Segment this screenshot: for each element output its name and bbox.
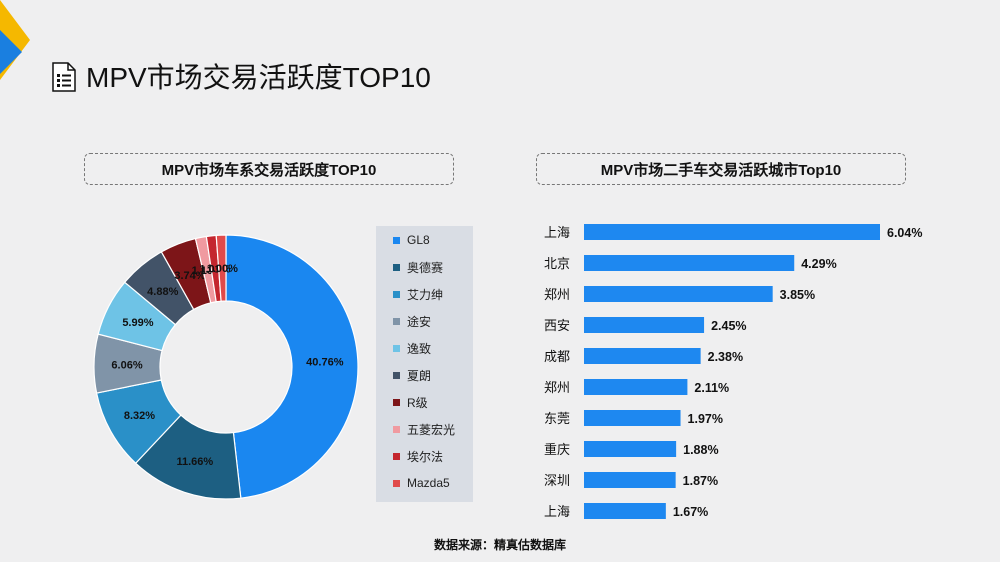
bar-data-label-8: 1.88% [683, 443, 718, 457]
donut-data-label-5: 5.99% [122, 317, 153, 329]
legend-item-10: Mazda5 [376, 474, 450, 492]
legend-item-2: 奥德赛 [376, 258, 443, 276]
bar-7 [584, 410, 681, 426]
donut-legend: GL8 奥德赛艾力绅途安逸致夏朗 R级五菱宏光埃尔法 Mazda5 [376, 226, 473, 502]
donut-slice-1 [225, 234, 359, 499]
legend-label: 艾力绅 [407, 287, 444, 302]
bar-chart-title: MPV市场二手车交易活跃城市Top10 [536, 153, 906, 185]
legend-item-4: 途安 [376, 312, 431, 330]
legend-item-9: 埃尔法 [376, 447, 443, 465]
document-list-icon [52, 62, 76, 92]
donut-data-label-3: 8.32% [124, 410, 155, 422]
bar-9 [584, 472, 676, 488]
legend-label: 奥德赛 [407, 260, 444, 275]
bar-data-label-3: 3.85% [780, 288, 815, 302]
donut-data-label-1: 40.76% [306, 356, 344, 368]
donut-slice-10 [215, 234, 227, 302]
legend-swatch [393, 452, 400, 460]
source-note: 数据来源：精真估数据库 [433, 538, 566, 552]
legend-label: 埃尔法 [407, 449, 444, 464]
legend-label: 逸致 [407, 341, 432, 356]
bar-4 [584, 317, 705, 333]
legend-swatch [393, 479, 400, 487]
bar-8 [584, 441, 677, 457]
legend-label: 夏朗 [407, 368, 432, 383]
bar-data-label-1: 6.04% [887, 226, 922, 240]
legend-swatch [393, 371, 400, 379]
donut-data-label-4: 6.06% [111, 359, 142, 371]
bar-category-label-6: 郑州 [544, 380, 570, 395]
bar-3 [584, 286, 773, 302]
corner-decoration [0, 0, 30, 80]
bar-1 [584, 224, 880, 240]
bar-data-label-10: 1.67% [673, 505, 708, 519]
legend-swatch [393, 425, 400, 433]
legend-item-1: GL8 [376, 231, 430, 249]
bar-category-label-4: 西安 [544, 318, 570, 333]
legend-label: Mazda5 [407, 476, 450, 490]
donut-data-label-10: 1.00% [207, 263, 238, 275]
legend-label: R级 [407, 395, 428, 410]
legend-item-6: 夏朗 [376, 366, 431, 384]
legend-swatch [393, 398, 400, 406]
bar-category-label-8: 重庆 [544, 442, 570, 457]
legend-label: 途安 [407, 314, 432, 329]
legend-label: GL8 [407, 233, 430, 247]
bar-category-label-5: 成都 [544, 349, 570, 364]
legend-swatch [393, 290, 400, 298]
bar-data-label-9: 1.87% [683, 474, 718, 488]
bar-6 [584, 379, 688, 395]
legend-swatch [393, 317, 400, 325]
bar-category-label-2: 北京 [544, 256, 570, 271]
bar-category-label-7: 东莞 [544, 411, 570, 426]
donut-data-label-2: 11.66% [176, 456, 213, 468]
corner-blue-triangle [0, 30, 22, 74]
legend-swatch [393, 344, 400, 352]
legend-item-7: R级 [376, 393, 428, 411]
bar-2 [584, 255, 795, 271]
bar-data-label-2: 4.29% [801, 257, 836, 271]
donut-data-label-7: 3.74% [174, 270, 205, 282]
donut-chart: 40.76%11.66%8.32%6.06%5.99%4.88%3.74%1.1… [93, 234, 359, 500]
legend-swatch [393, 263, 400, 271]
legend-item-5: 逸致 [376, 339, 431, 357]
legend-swatch [393, 236, 400, 244]
bar-data-label-4: 2.45% [711, 319, 746, 333]
bar-data-label-7: 1.97% [688, 412, 723, 426]
legend-item-3: 艾力绅 [376, 285, 443, 303]
bar-category-label-9: 深圳 [544, 473, 570, 488]
bar-category-label-10: 上海 [544, 504, 570, 519]
legend-item-8: 五菱宏光 [376, 420, 455, 438]
legend-label: 五菱宏光 [407, 422, 456, 437]
bar-category-label-3: 郑州 [544, 287, 570, 302]
bar-chart: 上海 6.04% 北京 4.29% 郑州 3.85% 西安 2.45% 成都 2.38% 郑州 2.1… [544, 224, 922, 519]
bar-data-label-6: 2.11% [694, 381, 729, 395]
bar-data-label-5: 2.38% [708, 350, 743, 364]
donut-data-label-6: 4.88% [147, 286, 178, 298]
donut-chart-title: MPV市场车系交易活跃度TOP10 [84, 153, 454, 185]
bar-10 [584, 503, 666, 519]
bar-5 [584, 348, 701, 364]
page-title: MPV市场交易活跃度TOP10 [86, 62, 431, 93]
bar-category-label-1: 上海 [544, 225, 570, 240]
